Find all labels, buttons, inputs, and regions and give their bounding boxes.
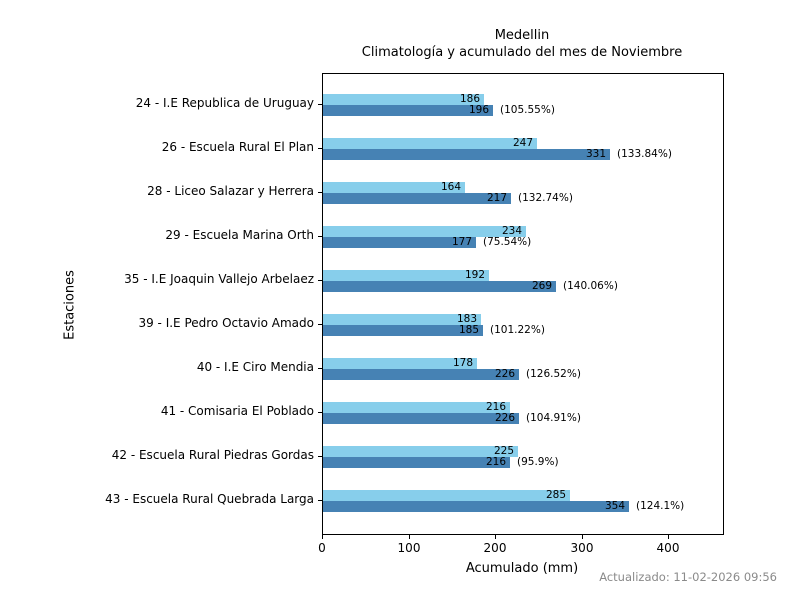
climatologia-bar: 192 [323, 270, 489, 281]
y-tick-mark [318, 500, 322, 501]
station-label: 24 - I.E Republica de Uruguay [135, 96, 314, 110]
climatologia-bar: 225 [323, 446, 518, 457]
x-tick-label: 400 [656, 541, 680, 555]
percentage-label: (140.06%) [563, 280, 618, 292]
climatologia-value-label: 178 [452, 357, 473, 369]
climatologia-value-label: 247 [512, 137, 533, 149]
acumulado-value-label: 226 [494, 412, 515, 424]
y-tick-mark [318, 412, 322, 413]
acumulado-bar: 177 [323, 237, 476, 248]
climatologia-value-label: 192 [464, 269, 485, 281]
station-label: 39 - I.E Pedro Octavio Amado [138, 316, 314, 330]
chart-title-line1: Medellin [494, 28, 550, 43]
climatologia-bar: 164 [323, 182, 465, 193]
station-label: 42 - Escuela Rural Piedras Gordas [111, 448, 314, 462]
updated-timestamp: Actualizado: 11-02-2026 09:56 [599, 570, 777, 584]
climatologia-bar: 234 [323, 226, 526, 237]
climatologia-value-label: 225 [493, 445, 514, 457]
percentage-label: (101.22%) [490, 324, 545, 336]
climatologia-value-label: 234 [501, 225, 522, 237]
acumulado-bar: 331 [323, 149, 610, 160]
x-tick-mark [668, 535, 669, 539]
y-tick-mark [318, 236, 322, 237]
chart-title-line2: Climatología y acumulado del mes de Novi… [361, 45, 683, 60]
station-label: 35 - I.E Joaquin Vallejo Arbelaez [124, 272, 314, 286]
acumulado-value-label: 196 [468, 104, 489, 116]
acumulado-value-label: 217 [486, 192, 507, 204]
acumulado-value-label: 354 [604, 500, 625, 512]
acumulado-value-label: 331 [585, 148, 606, 160]
acumulado-value-label: 185 [458, 324, 479, 336]
climatologia-bar: 183 [323, 314, 481, 325]
percentage-label: (75.54%) [483, 236, 532, 248]
climatologia-bar: 285 [323, 490, 570, 501]
y-tick-mark [318, 148, 322, 149]
percentage-label: (104.91%) [526, 412, 581, 424]
acumulado-value-label: 216 [485, 456, 506, 468]
climatologia-value-label: 164 [440, 181, 461, 193]
y-tick-mark [318, 456, 322, 457]
percentage-label: (126.52%) [526, 368, 581, 380]
climatologia-value-label: 216 [485, 401, 506, 413]
climatologia-value-label: 186 [459, 93, 480, 105]
station-label: 29 - Escuela Marina Orth [165, 228, 314, 242]
x-tick-label: 0 [318, 541, 326, 555]
acumulado-bar: 226 [323, 369, 519, 380]
x-tick-label: 200 [483, 541, 507, 555]
station-label: 28 - Liceo Salazar y Herrera [147, 184, 314, 198]
acumulado-bar: 226 [323, 413, 519, 424]
percentage-label: (124.1%) [636, 500, 685, 512]
y-tick-mark [318, 324, 322, 325]
climatologia-value-label: 285 [545, 489, 566, 501]
x-tick-label: 300 [570, 541, 594, 555]
station-label: 40 - I.E Ciro Mendia [196, 360, 314, 374]
acumulado-value-label: 269 [531, 280, 552, 292]
acumulado-bar: 216 [323, 457, 510, 468]
x-tick-mark [582, 535, 583, 539]
percentage-label: (132.74%) [518, 192, 573, 204]
x-axis-label: Acumulado (mm) [465, 561, 579, 576]
acumulado-bar: 354 [323, 501, 629, 512]
y-tick-mark [318, 192, 322, 193]
climatologia-bar: 247 [323, 138, 537, 149]
climatologia-bar: 186 [323, 94, 484, 105]
percentage-label: (105.55%) [500, 104, 555, 116]
station-label: 41 - Comisaria El Poblado [160, 404, 314, 418]
x-tick-mark [409, 535, 410, 539]
percentage-label: (95.9%) [517, 456, 559, 468]
acumulado-bar: 217 [323, 193, 511, 204]
y-tick-mark [318, 104, 322, 105]
chart-title: Medellin Climatología y acumulado del me… [362, 27, 682, 61]
percentage-label: (133.84%) [617, 148, 672, 160]
x-tick-mark [495, 535, 496, 539]
climatologia-bar: 216 [323, 402, 510, 413]
climatologia-bar: 178 [323, 358, 477, 369]
plot-area: 186 196 (105.55%) 247 331 (133.84%) 164 217 (132… [322, 73, 724, 535]
acumulado-bar: 185 [323, 325, 483, 336]
x-tick-mark [322, 535, 323, 539]
y-tick-mark [318, 368, 322, 369]
y-tick-mark [318, 280, 322, 281]
acumulado-bar: 196 [323, 105, 493, 116]
acumulado-value-label: 177 [451, 236, 472, 248]
station-label: 43 - Escuela Rural Quebrada Larga [105, 492, 314, 506]
acumulado-value-label: 226 [494, 368, 515, 380]
x-tick-label: 100 [397, 541, 421, 555]
acumulado-bar: 269 [323, 281, 556, 292]
station-label: 26 - Escuela Rural El Plan [161, 140, 314, 154]
climatologia-value-label: 183 [456, 313, 477, 325]
